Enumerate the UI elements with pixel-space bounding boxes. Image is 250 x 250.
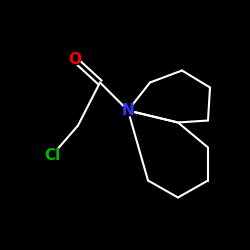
Circle shape [122,105,134,116]
Circle shape [44,148,60,164]
Text: N: N [122,103,134,118]
Text: O: O [68,52,82,67]
Circle shape [70,54,80,65]
Text: Cl: Cl [44,148,60,163]
